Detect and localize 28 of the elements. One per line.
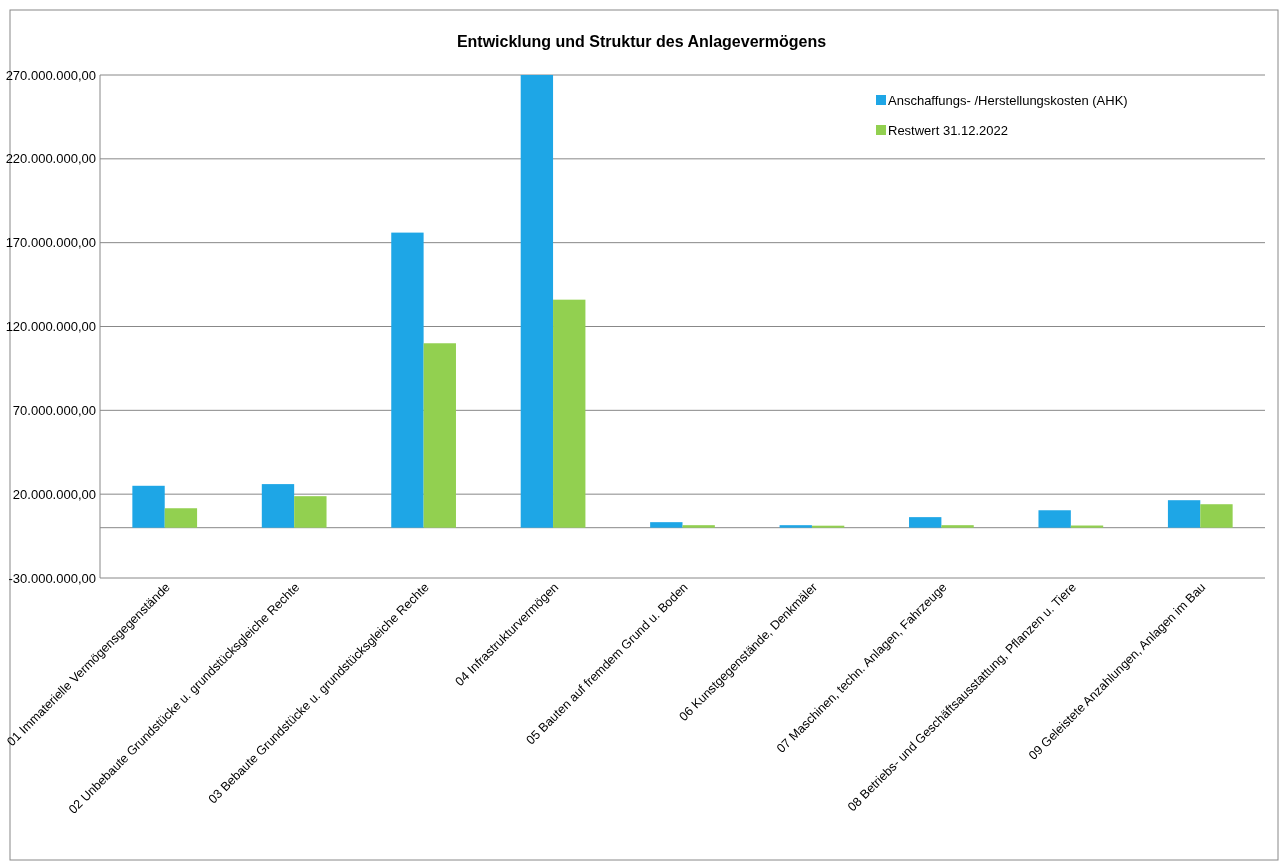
bar bbox=[1038, 510, 1071, 528]
legend-label: Restwert 31.12.2022 bbox=[888, 122, 1008, 138]
y-tick-label: -30.000.000,00 bbox=[8, 570, 96, 586]
bar bbox=[294, 496, 327, 528]
bar bbox=[132, 485, 165, 528]
y-tick-label: 70.000.000,00 bbox=[12, 402, 96, 418]
y-tick-label: 270.000.000,00 bbox=[5, 67, 96, 83]
y-tick-label: 170.000.000,00 bbox=[5, 235, 96, 251]
bar bbox=[1200, 504, 1233, 528]
bar bbox=[1167, 500, 1201, 528]
bar bbox=[909, 517, 942, 528]
bar bbox=[520, 75, 554, 528]
chart-title: Entwicklung und Struktur des Anlagevermögens bbox=[456, 33, 827, 50]
bar bbox=[1070, 525, 1104, 528]
bar bbox=[650, 522, 683, 528]
bar bbox=[391, 232, 424, 528]
bar bbox=[811, 525, 845, 528]
bar bbox=[682, 525, 715, 528]
bar bbox=[423, 343, 456, 528]
bar bbox=[164, 508, 198, 528]
bar bbox=[261, 484, 295, 528]
y-tick-label: 20.000.000,00 bbox=[12, 486, 96, 502]
bar bbox=[553, 299, 586, 528]
bar bbox=[779, 525, 812, 528]
legend-label: Anschaffungs- /Herstellungskosten (AHK) bbox=[888, 92, 1128, 108]
y-tick-label: 220.000.000,00 bbox=[5, 151, 96, 167]
y-tick-label: 120.000.000,00 bbox=[5, 319, 96, 335]
bar bbox=[941, 525, 974, 528]
